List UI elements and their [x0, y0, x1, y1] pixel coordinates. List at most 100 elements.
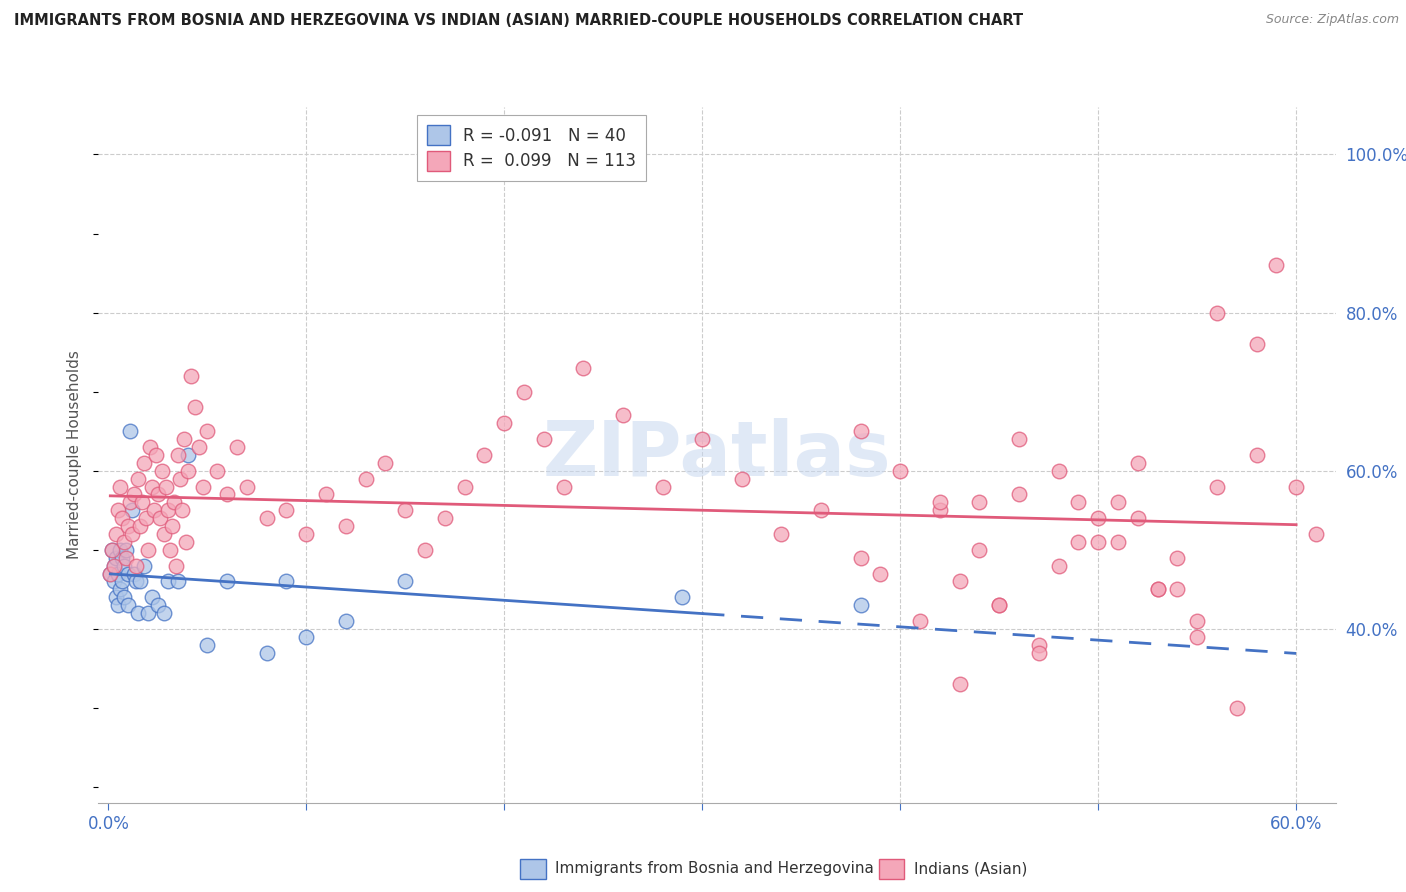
Point — [453, 479, 475, 493]
Point — [105, 527, 128, 541]
Point — [1206, 305, 1229, 319]
Point — [690, 432, 713, 446]
Point — [142, 503, 165, 517]
Point — [103, 558, 125, 573]
Point — [1126, 511, 1149, 525]
Point — [1285, 479, 1308, 493]
Point — [98, 566, 121, 581]
Point — [127, 472, 149, 486]
Point — [176, 448, 198, 462]
Point — [394, 574, 416, 589]
Point — [101, 542, 124, 557]
Point — [1226, 701, 1249, 715]
Point — [98, 566, 121, 581]
Point — [184, 401, 207, 415]
Point — [156, 574, 179, 589]
Point — [115, 550, 138, 565]
Point — [1166, 550, 1188, 565]
Point — [174, 534, 197, 549]
Point — [117, 519, 139, 533]
Point — [335, 519, 357, 533]
Point — [1028, 646, 1050, 660]
Point — [276, 574, 298, 589]
Point — [166, 448, 188, 462]
Point — [1067, 495, 1090, 509]
Point — [115, 542, 138, 557]
Point — [1146, 582, 1168, 597]
Point — [120, 424, 142, 438]
Point — [849, 550, 872, 565]
Point — [180, 368, 202, 383]
Point — [988, 598, 1011, 612]
Point — [108, 542, 131, 557]
Point — [152, 606, 174, 620]
Point — [101, 542, 124, 557]
Point — [195, 424, 218, 438]
Point — [111, 511, 134, 525]
Point — [413, 542, 436, 557]
Point — [1008, 487, 1031, 501]
Point — [125, 558, 148, 573]
Point — [159, 542, 181, 557]
Point — [145, 448, 167, 462]
Point — [394, 503, 416, 517]
Point — [141, 591, 163, 605]
Point — [1166, 582, 1188, 597]
Point — [572, 361, 595, 376]
Point — [132, 456, 155, 470]
Point — [111, 550, 134, 565]
Point — [908, 614, 931, 628]
Point — [146, 598, 169, 612]
Point — [433, 511, 456, 525]
Text: Source: ZipAtlas.com: Source: ZipAtlas.com — [1265, 13, 1399, 27]
Point — [163, 495, 186, 509]
Point — [166, 574, 188, 589]
Point — [107, 566, 129, 581]
Point — [125, 574, 148, 589]
Point — [671, 591, 693, 605]
Point — [553, 479, 575, 493]
Point — [1185, 614, 1208, 628]
Point — [165, 558, 187, 573]
Point — [849, 424, 872, 438]
Point — [122, 487, 145, 501]
Point — [117, 598, 139, 612]
Point — [103, 558, 125, 573]
Point — [111, 574, 134, 589]
Point — [889, 464, 911, 478]
Point — [295, 630, 318, 644]
Point — [112, 534, 135, 549]
Point — [155, 479, 177, 493]
Point — [988, 598, 1011, 612]
Point — [107, 598, 129, 612]
Point — [256, 511, 278, 525]
Point — [849, 598, 872, 612]
Point — [120, 495, 142, 509]
Point — [149, 511, 172, 525]
Point — [129, 519, 152, 533]
Point — [1087, 534, 1109, 549]
Point — [217, 574, 239, 589]
Point — [141, 479, 163, 493]
Point — [103, 574, 125, 589]
Point — [146, 487, 169, 501]
Point — [108, 479, 131, 493]
Legend: R = -0.091   N = 40, R =  0.099   N = 113: R = -0.091 N = 40, R = 0.099 N = 113 — [416, 115, 647, 180]
Point — [513, 384, 536, 399]
Point — [1246, 448, 1268, 462]
Point — [108, 582, 131, 597]
Y-axis label: Married-couple Households: Married-couple Households — [67, 351, 83, 559]
Point — [335, 614, 357, 628]
Point — [1246, 337, 1268, 351]
Point — [193, 479, 215, 493]
Point — [969, 495, 991, 509]
Text: Indians (Asian): Indians (Asian) — [914, 862, 1028, 876]
Point — [612, 409, 634, 423]
Point — [295, 527, 318, 541]
Point — [169, 472, 191, 486]
Point — [869, 566, 891, 581]
Point — [1206, 479, 1229, 493]
Point — [1047, 558, 1070, 573]
Point — [948, 574, 970, 589]
Point — [112, 558, 135, 573]
